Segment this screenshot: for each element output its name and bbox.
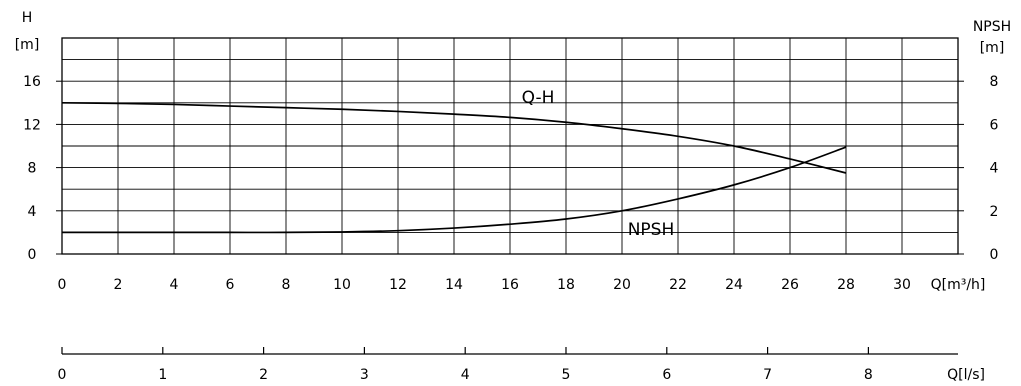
left-axis-tick-label: 12 <box>23 117 41 133</box>
secondary-x-axis-tick-label: 6 <box>662 367 671 383</box>
q-h-curve-label: Q-H <box>522 88 555 108</box>
secondary-x-axis-tick-label: 4 <box>461 367 470 383</box>
right-axis-tick-label: 6 <box>990 117 999 133</box>
secondary-x-axis-tick-label: 8 <box>864 367 873 383</box>
right-axis-unit: [m] <box>980 40 1005 56</box>
x-axis-tick-label: 4 <box>170 277 179 293</box>
left-axis-tick-label: 8 <box>28 161 37 177</box>
x-axis-tick-label: 14 <box>445 277 463 293</box>
secondary-x-axis-tick-label: 5 <box>562 367 571 383</box>
right-axis-tick-label: 2 <box>990 204 999 220</box>
series <box>61 101 847 234</box>
left-axis-unit: [m] <box>15 37 40 53</box>
x-axis-tick-label: 8 <box>282 277 291 293</box>
secondary-x-axis-title: Q[l/s] <box>947 367 985 383</box>
x-axis-tick-label: 6 <box>226 277 235 293</box>
secondary-x-axis-tick-label: 1 <box>158 367 167 383</box>
right-axis-tick-label: 8 <box>990 74 999 90</box>
plot-frame <box>61 37 959 255</box>
secondary-x-axis-tick-label: 2 <box>259 367 268 383</box>
x-axis-tick-label: 28 <box>837 277 855 293</box>
npsh-curve-label: NPSH <box>628 220 675 240</box>
x-axis-tick-label: 16 <box>501 277 519 293</box>
x-axis-tick-label: 10 <box>333 277 351 293</box>
q-h-curve <box>61 101 847 174</box>
axes <box>56 37 964 355</box>
x-axis-tick-label: 18 <box>557 277 575 293</box>
x-axis-tick-label: 30 <box>893 277 911 293</box>
x-axis-tick-label: 26 <box>781 277 799 293</box>
grid <box>61 37 959 255</box>
x-axis-tick-label: 24 <box>725 277 743 293</box>
right-axis-tick-label: 0 <box>990 247 999 263</box>
x-axis-tick-label: 20 <box>613 277 631 293</box>
right-axis-title: NPSH <box>973 19 1011 35</box>
left-axis-tick-label: 16 <box>23 74 41 90</box>
right-axis-tick-label: 4 <box>990 161 999 177</box>
left-axis-tick-label: 4 <box>28 204 37 220</box>
x-axis-title: Q[m³/h] <box>931 277 986 293</box>
x-axis-tick-label: 12 <box>389 277 407 293</box>
x-axis-tick-label: 22 <box>669 277 687 293</box>
secondary-x-axis-tick-label: 7 <box>763 367 772 383</box>
npsh-curve <box>62 146 847 234</box>
x-axis-tick-label: 2 <box>114 277 123 293</box>
left-axis-tick-label: 0 <box>28 247 37 263</box>
secondary-x-axis-tick-label: 3 <box>360 367 369 383</box>
left-axis-title: H <box>22 10 33 26</box>
secondary-x-axis-tick-label: 0 <box>58 367 67 383</box>
x-axis-tick-label: 0 <box>58 277 67 293</box>
